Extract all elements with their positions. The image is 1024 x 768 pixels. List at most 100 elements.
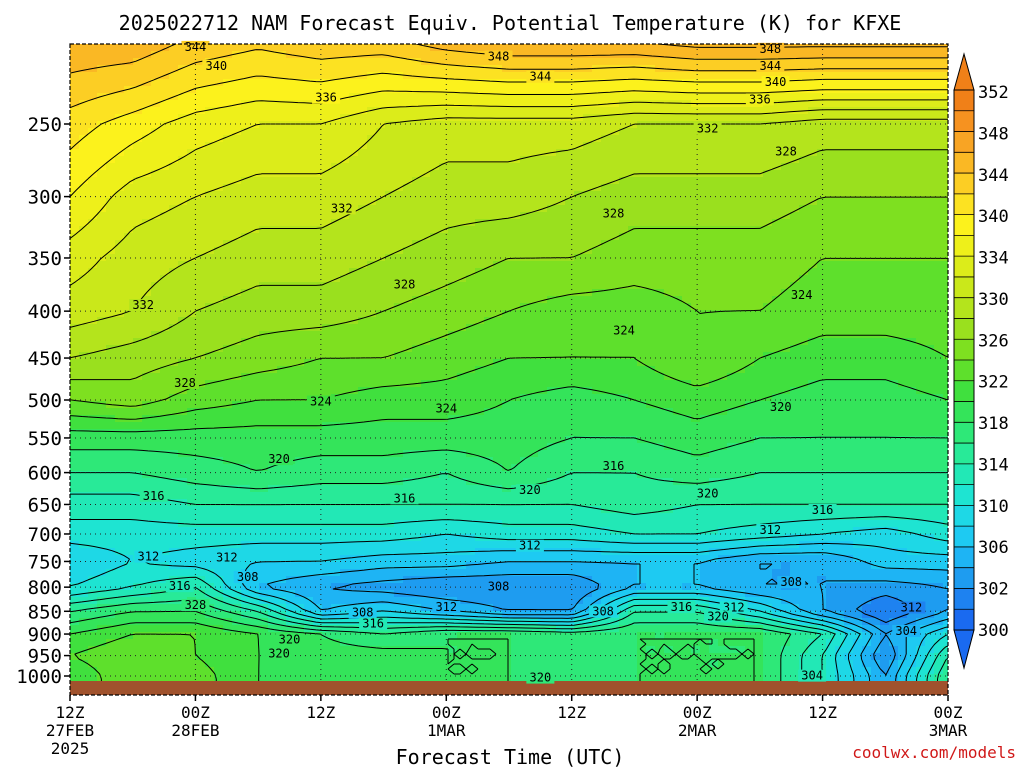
heatmap-cell — [331, 100, 341, 108]
heatmap-cell — [493, 142, 503, 150]
heatmap-cell — [385, 135, 395, 143]
heatmap-cell — [754, 345, 764, 353]
heatmap-cell — [790, 394, 800, 402]
heatmap-cell — [502, 156, 512, 164]
heatmap-cell — [934, 177, 944, 185]
heatmap-cell — [934, 128, 944, 136]
heatmap-cell — [574, 380, 584, 388]
heatmap-cell — [520, 331, 530, 339]
heatmap-cell — [538, 296, 548, 304]
heatmap-cell — [322, 275, 332, 283]
heatmap-cell — [322, 317, 332, 325]
heatmap-cell — [700, 65, 710, 73]
heatmap-cell — [547, 324, 557, 332]
heatmap-cell — [106, 177, 116, 185]
heatmap-cell — [268, 254, 278, 262]
heatmap-cell — [817, 261, 827, 269]
heatmap-cell — [736, 345, 746, 353]
heatmap-cell — [214, 275, 224, 283]
heatmap-cell — [808, 142, 818, 150]
heatmap-cell — [835, 352, 845, 360]
heatmap-cell — [745, 268, 755, 276]
heatmap-cell — [799, 261, 809, 269]
heatmap-cell — [781, 51, 791, 59]
heatmap-cell — [484, 163, 494, 171]
heatmap-cell — [448, 107, 458, 115]
heatmap-cell — [340, 380, 350, 388]
heatmap-cell — [817, 282, 827, 290]
heatmap-cell — [790, 128, 800, 136]
heatmap-cell — [754, 107, 764, 115]
heatmap-cell — [331, 240, 341, 248]
heatmap-cell — [448, 65, 458, 73]
heatmap-cell — [745, 254, 755, 262]
heatmap-cell — [97, 135, 107, 143]
heatmap-cell — [763, 331, 773, 339]
heatmap-cell — [745, 198, 755, 206]
heatmap-cell — [466, 268, 476, 276]
heatmap-cell — [88, 310, 98, 318]
heatmap-cell — [79, 86, 89, 94]
heatmap-cell — [646, 184, 656, 192]
heatmap-cell — [538, 93, 548, 101]
heatmap-cell — [412, 359, 422, 367]
heatmap-cell — [907, 44, 917, 52]
heatmap-cell — [943, 331, 948, 339]
heatmap-cell — [790, 233, 800, 241]
heatmap-cell — [628, 100, 638, 108]
heatmap-cell — [79, 240, 89, 248]
heatmap-cell — [538, 373, 548, 381]
heatmap-cell — [556, 282, 566, 290]
heatmap-cell — [421, 219, 431, 227]
heatmap-cell — [124, 58, 134, 66]
heatmap-cell — [214, 240, 224, 248]
heatmap-cell — [241, 212, 251, 220]
heatmap-cell — [160, 233, 170, 241]
heatmap-cell — [592, 149, 602, 157]
heatmap-cell — [853, 212, 863, 220]
heatmap-cell — [70, 44, 80, 52]
heatmap-cell — [547, 177, 557, 185]
heatmap-cell — [475, 93, 485, 101]
heatmap-cell — [745, 156, 755, 164]
heatmap-cell — [70, 331, 80, 339]
heatmap-cell — [853, 114, 863, 122]
heatmap-cell — [502, 93, 512, 101]
heatmap-cell — [106, 135, 116, 143]
heatmap-cell — [160, 247, 170, 255]
heatmap-cell — [925, 135, 935, 143]
heatmap-cell — [655, 387, 665, 395]
heatmap-cell — [745, 191, 755, 199]
heatmap-cell — [385, 366, 395, 374]
heatmap-cell — [484, 170, 494, 178]
heatmap-cell — [799, 51, 809, 59]
heatmap-cell — [916, 310, 926, 318]
heatmap-cell — [853, 93, 863, 101]
heatmap-cell — [736, 233, 746, 241]
heatmap-cell — [367, 331, 377, 339]
heatmap-cell — [97, 366, 107, 374]
heatmap-cell — [745, 212, 755, 220]
heatmap-cell — [835, 121, 845, 129]
heatmap-cell — [88, 219, 98, 227]
heatmap-cell — [673, 394, 683, 402]
heatmap-cell — [565, 366, 575, 374]
heatmap-cell — [322, 65, 332, 73]
heatmap-cell — [547, 380, 557, 388]
heatmap-cell — [754, 149, 764, 157]
heatmap-cell — [943, 247, 948, 255]
heatmap-cell — [475, 191, 485, 199]
heatmap-cell — [673, 191, 683, 199]
heatmap-cell — [862, 163, 872, 171]
heatmap-cell — [511, 44, 521, 52]
heatmap-cell — [880, 331, 890, 339]
heatmap-cell — [97, 177, 107, 185]
heatmap-cell — [862, 44, 872, 52]
heatmap-cell — [898, 387, 908, 395]
heatmap-cell — [889, 345, 899, 353]
heatmap-cell — [295, 394, 305, 402]
heatmap-cell — [880, 51, 890, 59]
heatmap-cell — [754, 254, 764, 262]
heatmap-cell — [484, 79, 494, 87]
heatmap-cell — [178, 58, 188, 66]
